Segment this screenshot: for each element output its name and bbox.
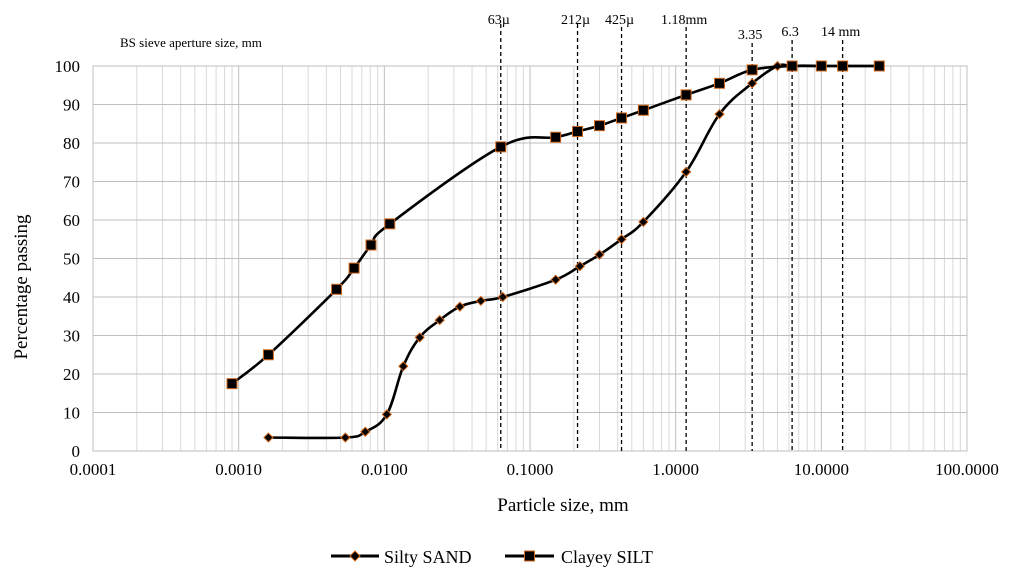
x-tick-label: 0.1000 bbox=[507, 460, 554, 479]
data-point-silty-sand bbox=[381, 409, 393, 420]
sieve-lines: 63µ 212µ 425µ 1.18mm 3.35 6.3 14 mm bbox=[488, 13, 860, 451]
y-tick-label: 80 bbox=[63, 134, 80, 153]
annotation-label: BS sieve aperture size, mm bbox=[120, 35, 262, 50]
data-point-clayey-silt bbox=[873, 60, 885, 72]
data-point-silty-sand bbox=[360, 426, 371, 437]
y-tick-label: 0 bbox=[72, 442, 81, 461]
x-tick-label: 100.0000 bbox=[935, 460, 999, 479]
x-tick-label: 0.0001 bbox=[70, 460, 117, 479]
y-tick-label: 90 bbox=[63, 96, 80, 115]
y-tick-labels: 0 10 20 30 40 50 60 70 80 90 100 bbox=[55, 57, 81, 461]
data-point-clayey-silt bbox=[348, 262, 360, 274]
data-point-clayey-silt bbox=[837, 60, 849, 72]
legend-label-clayey-silt: Clayey SILT bbox=[561, 547, 653, 567]
y-tick-label: 10 bbox=[63, 404, 80, 423]
data-point-clayey-silt bbox=[495, 141, 507, 153]
data-point-clayey-silt bbox=[550, 131, 562, 143]
x-tick-labels: 0.0001 0.0010 0.0100 0.1000 1.0000 10.0000 100… bbox=[70, 460, 999, 479]
data-point-clayey-silt bbox=[637, 104, 649, 116]
y-tick-label: 50 bbox=[63, 250, 80, 269]
data-point-clayey-silt bbox=[616, 112, 628, 124]
data-point-silty-sand bbox=[398, 361, 409, 372]
x-tick-label: 1.0000 bbox=[652, 460, 699, 479]
y-tick-label: 20 bbox=[63, 365, 80, 384]
data-point-silty-sand bbox=[746, 78, 758, 89]
sieve-label: 1.18mm bbox=[661, 13, 707, 28]
x-tick-label: 10.0000 bbox=[794, 460, 849, 479]
data-point-clayey-silt bbox=[226, 378, 238, 390]
data-point-clayey-silt bbox=[572, 125, 584, 137]
sieve-label: 63µ bbox=[488, 13, 510, 28]
major-grid bbox=[92, 65, 968, 452]
legend-item-clayey-silt: Clayey SILT bbox=[505, 547, 653, 567]
sieve-label: 425µ bbox=[605, 13, 634, 28]
data-point-clayey-silt bbox=[331, 283, 343, 295]
data-point-clayey-silt bbox=[365, 239, 377, 251]
data-point-silty-sand bbox=[454, 301, 466, 312]
x-tick-label: 0.0100 bbox=[361, 460, 408, 479]
y-tick-label: 100 bbox=[55, 57, 81, 76]
data-point-silty-sand bbox=[550, 274, 561, 285]
sieve-label: 212µ bbox=[561, 13, 590, 28]
legend-label-silty-sand: Silty SAND bbox=[384, 547, 472, 567]
data-point-clayey-silt bbox=[384, 218, 396, 230]
data-point-silty-sand bbox=[680, 166, 692, 178]
legend-square-marker bbox=[524, 550, 535, 562]
data-point-silty-sand bbox=[434, 314, 445, 326]
series-layer bbox=[226, 60, 885, 443]
data-point-clayey-silt bbox=[714, 77, 726, 89]
data-point-silty-sand bbox=[340, 432, 351, 443]
data-point-silty-sand bbox=[414, 332, 425, 343]
data-point-clayey-silt bbox=[746, 64, 758, 76]
y-tick-label: 70 bbox=[63, 173, 80, 192]
data-point-clayey-silt bbox=[815, 60, 827, 72]
data-point-clayey-silt bbox=[680, 89, 692, 101]
legend: Silty SAND Clayey SILT bbox=[331, 547, 653, 567]
data-point-silty-sand bbox=[616, 234, 627, 245]
legend-diamond-marker bbox=[349, 550, 361, 562]
data-point-clayey-silt bbox=[786, 60, 798, 72]
y-tick-label: 60 bbox=[63, 211, 80, 230]
y-axis-label: Percentage passing bbox=[11, 214, 32, 360]
y-tick-label: 40 bbox=[63, 288, 80, 307]
sieve-label: 14 mm bbox=[821, 25, 860, 40]
data-point-silty-sand bbox=[263, 432, 274, 443]
sieve-label: 6.3 bbox=[781, 25, 799, 40]
x-tick-label: 0.0010 bbox=[215, 460, 262, 479]
data-point-silty-sand bbox=[475, 295, 487, 307]
data-point-silty-sand bbox=[638, 216, 649, 228]
data-point-silty-sand bbox=[714, 108, 725, 120]
y-tick-label: 30 bbox=[63, 327, 80, 346]
data-point-clayey-silt bbox=[594, 120, 606, 132]
legend-item-silty-sand: Silty SAND bbox=[331, 547, 472, 567]
data-point-clayey-silt bbox=[262, 349, 274, 361]
data-point-silty-sand bbox=[594, 249, 605, 260]
sieve-label: 3.35 bbox=[738, 28, 763, 43]
data-point-silty-sand bbox=[574, 260, 586, 272]
plot-frame bbox=[92, 65, 968, 452]
data-point-silty-sand bbox=[497, 291, 508, 303]
x-axis-label: Particle size, mm bbox=[497, 495, 629, 516]
